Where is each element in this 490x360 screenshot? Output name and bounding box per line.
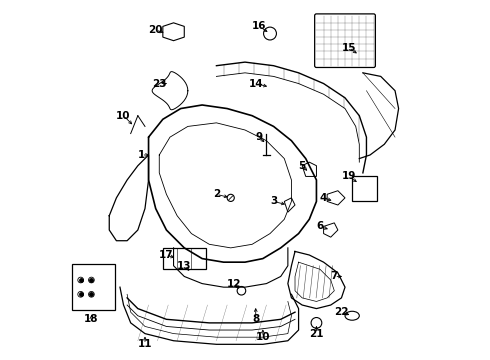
Text: 9: 9: [256, 132, 263, 142]
Text: 21: 21: [309, 329, 324, 339]
Text: 20: 20: [148, 25, 163, 35]
Text: 10: 10: [256, 332, 270, 342]
Text: 7: 7: [331, 271, 338, 282]
Text: 3: 3: [270, 197, 277, 206]
Text: 23: 23: [152, 78, 167, 89]
Text: 19: 19: [342, 171, 356, 181]
Text: 5: 5: [298, 161, 306, 171]
Text: 11: 11: [138, 339, 152, 349]
Text: 10: 10: [116, 111, 131, 121]
Bar: [352, 176, 377, 202]
Text: 1: 1: [138, 150, 145, 160]
Text: 17: 17: [159, 250, 174, 260]
Text: 4: 4: [320, 193, 327, 203]
Text: 14: 14: [248, 78, 263, 89]
Text: 12: 12: [227, 279, 242, 289]
Text: 22: 22: [334, 307, 349, 317]
Text: 2: 2: [213, 189, 220, 199]
Text: 8: 8: [252, 314, 259, 324]
Text: 13: 13: [177, 261, 192, 271]
Text: 16: 16: [252, 21, 267, 31]
Bar: [163, 248, 206, 269]
Text: 6: 6: [317, 221, 323, 231]
Text: 18: 18: [84, 314, 98, 324]
Text: 15: 15: [342, 43, 356, 53]
